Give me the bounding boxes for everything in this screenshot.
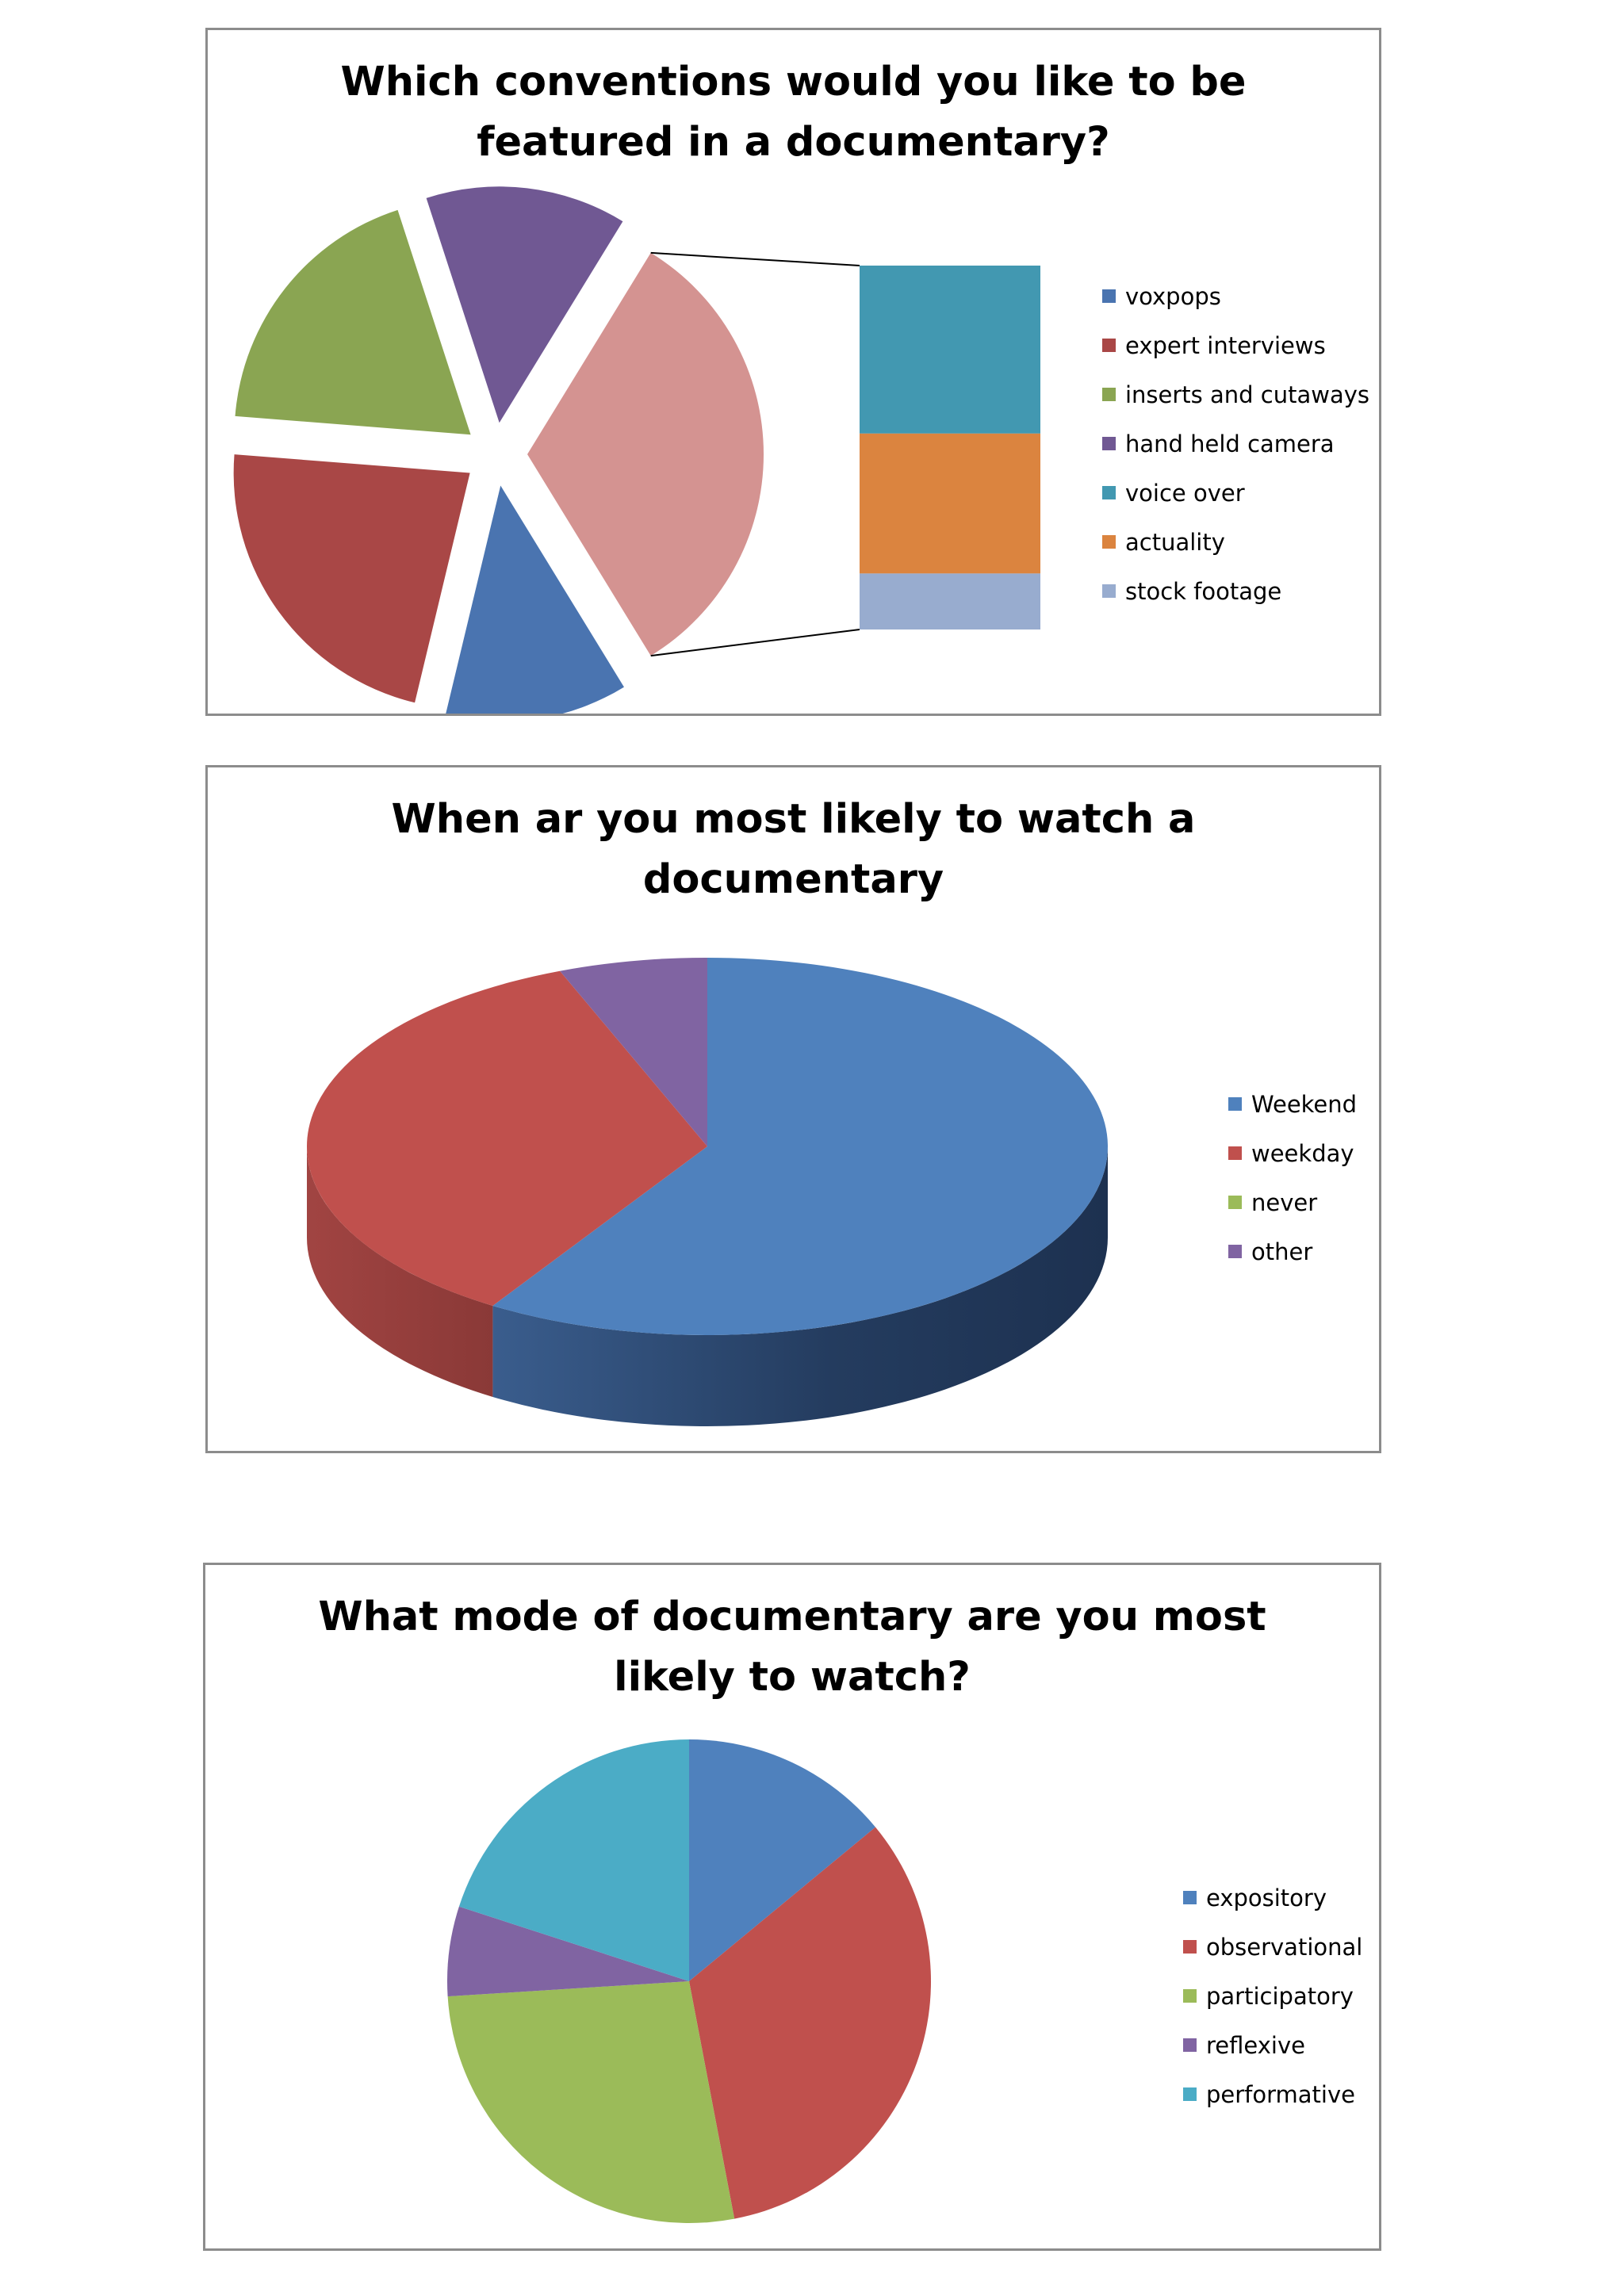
legend: expository observational participatory refl… [1183, 1884, 1362, 2130]
pie-slice-hand-held-camera [426, 186, 623, 423]
legend-label: expert interviews [1125, 332, 1326, 359]
legend-item-performative: performative [1183, 2080, 1362, 2130]
chart-title-line: documentary [642, 856, 944, 903]
legend-swatch [1102, 388, 1116, 401]
legend-label: voice over [1125, 480, 1245, 507]
legend-item-expert-interviews: expert interviews [1102, 331, 1369, 381]
legend-item-voxpops: voxpops [1102, 282, 1369, 331]
legend-swatch [1102, 486, 1116, 499]
pie-plot [447, 1739, 931, 2223]
chart-title-line: featured in a documentary? [477, 119, 1110, 166]
legend-swatch [1183, 1989, 1197, 2003]
pie-slice-inserts-and-cutaways [235, 209, 471, 435]
chart-panel-conventions: Which conventions would you like to be f… [205, 28, 1381, 716]
connector-line [650, 251, 860, 266]
pie-slice-observational [689, 1827, 931, 2219]
pie-slice-expository [689, 1739, 876, 1981]
legend-item-never: never [1228, 1188, 1357, 1238]
legend: voxpops expert interviews inserts and cuta… [1102, 282, 1369, 626]
legend-item-voice-over: voice over [1102, 479, 1369, 528]
legend-label: stock footage [1125, 578, 1282, 605]
legend-item-weekend: Weekend [1228, 1090, 1357, 1139]
legend-item-participatory: participatory [1183, 1982, 1362, 2031]
legend-swatch [1183, 1940, 1197, 1954]
legend-swatch [1183, 1891, 1197, 1904]
legend-label: performative [1206, 2081, 1355, 2108]
legend-label: expository [1206, 1885, 1327, 1911]
pie-3d-plot [306, 958, 1108, 1426]
chart-title-line: What mode of documentary are you most [318, 1594, 1266, 1640]
legend-label: weekday [1251, 1140, 1354, 1167]
bar-segment-stock-footage [860, 573, 1040, 629]
pie-slice-weekday [306, 970, 707, 1306]
legend-label: participatory [1206, 1983, 1354, 2010]
legend-swatch [1183, 2038, 1197, 2052]
legend-label: reflexive [1206, 2032, 1305, 2059]
legend-swatch [1102, 339, 1116, 352]
chart-title-line: When ar you most likely to watch a [391, 796, 1196, 843]
chart-title-line: likely to watch? [614, 1654, 971, 1701]
legend-swatch [1228, 1097, 1242, 1111]
pie-slice-voxpops [446, 485, 624, 714]
legend-label: other [1251, 1238, 1313, 1265]
chart-panel-mode: What mode of documentary are you most li… [203, 1563, 1381, 2251]
legend-swatch [1102, 289, 1116, 303]
legend-label: actuality [1125, 529, 1225, 556]
legend-item-hand-held-camera: hand held camera [1102, 430, 1369, 479]
bar-segment-actuality [860, 433, 1040, 574]
legend-item-other: other [1228, 1238, 1357, 1287]
legend-swatch [1102, 584, 1116, 598]
legend-swatch [1228, 1146, 1242, 1160]
legend-swatch [1102, 437, 1116, 450]
legend-label: never [1251, 1189, 1318, 1216]
bar-segment-voice-over [860, 266, 1040, 434]
pie-slice-performative [458, 1739, 689, 1981]
legend-swatch [1102, 535, 1116, 549]
pie-slice-other [527, 252, 764, 656]
legend-item-observational: observational [1183, 1933, 1362, 1982]
bar-of-pie-plot [233, 186, 1040, 714]
legend-item-expository: expository [1183, 1884, 1362, 1933]
legend-label: observational [1206, 1934, 1363, 1961]
legend-item-inserts-and-cutaways: inserts and cutaways [1102, 381, 1369, 430]
legend-label: Weekend [1251, 1091, 1358, 1118]
chart-title: Which conventions would you like to be f… [208, 52, 1379, 173]
legend-swatch [1228, 1245, 1242, 1258]
chart-title-line: Which conventions would you like to be [340, 59, 1247, 105]
pie-slice-participatory [447, 1981, 735, 2223]
chart-title: What mode of documentary are you most li… [205, 1587, 1379, 1708]
pie-slice-reflexive [447, 1906, 689, 1997]
legend-item-stock-footage: stock footage [1102, 577, 1369, 626]
chart-title: When ar you most likely to watch a docum… [208, 790, 1379, 910]
legend-label: inserts and cutaways [1125, 381, 1370, 408]
pie-side-weekend [492, 1146, 1108, 1426]
legend-swatch [1183, 2087, 1197, 2101]
pie-slice-expert-interviews [233, 454, 470, 703]
legend: Weekend weekday never other [1228, 1090, 1357, 1287]
legend-item-actuality: actuality [1102, 528, 1369, 577]
connector-line [650, 629, 860, 657]
legend-label: voxpops [1125, 283, 1221, 310]
chart-panel-watch-time: When ar you most likely to watch a docum… [205, 765, 1381, 1453]
pie-slice-other [560, 958, 707, 1146]
legend-item-reflexive: reflexive [1183, 2031, 1362, 2080]
pie-slice-weekend [492, 958, 1108, 1335]
legend-label: hand held camera [1125, 430, 1335, 457]
legend-item-weekday: weekday [1228, 1139, 1357, 1188]
pie-side-weekday [307, 1146, 493, 1397]
legend-swatch [1228, 1196, 1242, 1209]
